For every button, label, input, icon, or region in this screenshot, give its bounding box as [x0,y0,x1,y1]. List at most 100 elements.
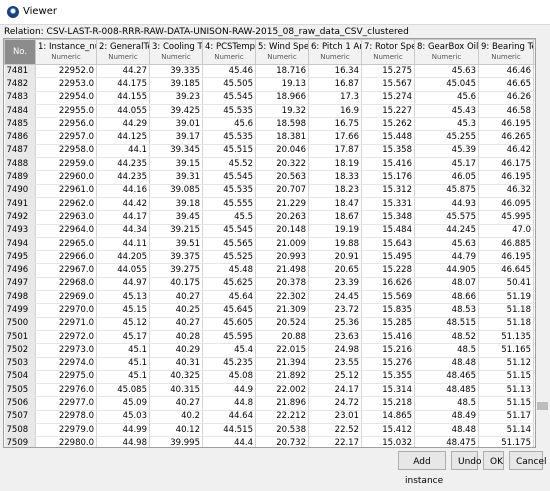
table-cell[interactable]: 45.1 [96,343,150,358]
table-cell[interactable]: 19.13 [255,77,309,92]
table-cell[interactable]: 45.545 [202,170,256,185]
table-cell[interactable]: 18.33 [308,170,362,185]
table-row[interactable]: 7500 22971.0 45.12 40.27 45.605 20.524 25.36 15… [4,317,535,331]
table-cell[interactable]: 40.27 [149,290,203,305]
cluster-cell[interactable]: cluster1 [533,357,535,371]
table-row[interactable]: 7487 22958.0 44.1 39.345 45.515 20.046 17.87 15… [4,144,535,159]
table-row[interactable]: 7481 22952.0 44.27 39.335 45.46 18.716 16.34 15… [4,64,535,79]
table-cell[interactable]: 15.412 [361,423,415,438]
table-cell[interactable]: 44.8 [202,396,256,411]
table-cell[interactable]: 51.17 [478,410,534,425]
row-number-cell[interactable]: 7493 [4,224,36,238]
cluster-cell[interactable]: cluster1 [533,410,535,425]
table-cell[interactable]: 22971.0 [35,317,97,331]
table-cell[interactable]: 22.015 [255,343,309,358]
table-cell[interactable]: 46.175 [478,157,534,172]
table-row[interactable]: 7495 22966.0 44.205 39.375 45.525 20.993 20.91… [4,250,535,265]
cluster-cell[interactable]: cluster0 [533,237,535,252]
row-number-cell[interactable]: 7504 [4,370,36,385]
table-cell[interactable]: 46.42 [478,144,534,159]
table-cell[interactable]: 45.09 [96,396,150,411]
table-cell[interactable]: 19.19 [308,224,362,238]
table-cell[interactable]: 44.97 [96,277,150,292]
table-cell[interactable]: 18.598 [255,117,309,132]
table-cell[interactable]: 22958.0 [35,144,97,159]
table-cell[interactable]: 48.07 [414,277,479,292]
table-cell[interactable]: 19.32 [255,104,309,119]
table-cell[interactable]: 20.378 [255,277,309,292]
table-cell[interactable]: 21.009 [255,237,309,252]
column-header[interactable]: 6: Pitch 1 AngleNumeric [308,39,362,65]
table-cell[interactable]: 15.416 [361,330,415,345]
table-cell[interactable]: 48.52 [414,330,479,345]
table-cell[interactable]: 45.575 [414,210,479,225]
table-cell[interactable]: 45.64 [202,290,256,305]
row-number-cell[interactable]: 7507 [4,410,36,425]
row-number-cell[interactable]: 7500 [4,317,36,331]
table-cell[interactable]: 39.18 [149,197,203,212]
table-cell[interactable]: 22978.0 [35,410,97,425]
table-cell[interactable]: 22969.0 [35,290,97,305]
table-cell[interactable]: 46.58 [478,104,534,119]
row-number-header[interactable]: No. [4,39,36,65]
table-cell[interactable]: 44.235 [96,170,150,185]
table-cell[interactable]: 45.515 [202,144,256,159]
table-cell[interactable]: 40.12 [149,423,203,438]
table-cell[interactable]: 15.358 [361,144,415,159]
table-cell[interactable]: 45.545 [202,91,256,105]
table-cell[interactable]: 44.98 [96,436,150,447]
table-cell[interactable]: 15.312 [361,184,415,198]
row-number-cell[interactable]: 7499 [4,303,36,318]
table-cell[interactable]: 40.27 [149,396,203,411]
table-cell[interactable]: 22967.0 [35,263,97,278]
table-cell[interactable]: 51.165 [478,343,534,358]
table-cell[interactable]: 45.08 [202,370,256,385]
table-cell[interactable]: 46.26 [478,91,534,105]
table-cell[interactable]: 22959.0 [35,157,97,172]
row-number-cell[interactable]: 7494 [4,237,36,252]
table-cell[interactable]: 45.39 [414,144,479,159]
table-cell[interactable]: 22963.0 [35,210,97,225]
row-number-cell[interactable]: 7506 [4,396,36,411]
table-cell[interactable]: 22952.0 [35,64,97,79]
table-cell[interactable]: 45.6 [414,91,479,105]
table-cell[interactable]: 48.515 [414,317,479,331]
table-cell[interactable]: 22.212 [255,410,309,425]
table-cell[interactable]: 39.31 [149,170,203,185]
table-cell[interactable]: 45.03 [96,410,150,425]
row-number-cell[interactable]: 7508 [4,423,36,438]
table-cell[interactable]: 45.6 [202,117,256,132]
cluster-cell[interactable]: cluster1 [533,343,535,358]
table-cell[interactable]: 44.11 [96,237,150,252]
table-cell[interactable]: 44.205 [96,250,150,265]
table-cell[interactable]: 44.79 [414,250,479,265]
table-cell[interactable]: 51.18 [478,317,534,331]
table-cell[interactable]: 45.595 [202,330,256,345]
table-cell[interactable]: 46.265 [478,130,534,145]
table-cell[interactable]: 48.53 [414,303,479,318]
row-number-cell[interactable]: 7509 [4,436,36,447]
row-number-cell[interactable]: 7495 [4,250,36,265]
table-cell[interactable]: 20.707 [255,184,309,198]
table-cell[interactable]: 20.322 [255,157,309,172]
table-cell[interactable]: 44.16 [96,184,150,198]
table-cell[interactable]: 45.1 [96,357,150,371]
table-cell[interactable]: 39.995 [149,436,203,447]
table-cell[interactable]: 50.41 [478,277,534,292]
ok-button[interactable]: OK [483,451,504,470]
cluster-cell[interactable]: cluster0 [533,263,535,278]
table-row[interactable]: 7506 22977.0 45.09 40.27 44.8 21.896 24.72 15.2… [4,396,535,411]
table-cell[interactable]: 45.1 [96,370,150,385]
row-number-cell[interactable]: 7505 [4,383,36,398]
row-number-cell[interactable]: 7481 [4,64,36,79]
table-row[interactable]: 7503 22974.0 45.1 40.31 45.235 21.394 23.55 15.… [4,357,535,371]
table-cell[interactable]: 45.045 [414,77,479,92]
table-cell[interactable]: 51.18 [478,303,534,318]
table-cell[interactable]: 20.538 [255,423,309,438]
table-cell[interactable]: 45.605 [202,317,256,331]
table-cell[interactable]: 44.99 [96,423,150,438]
table-cell[interactable]: 39.085 [149,184,203,198]
table-cell[interactable]: 47.0 [478,224,534,238]
table-cell[interactable]: 46.05 [414,170,479,185]
cluster-cell[interactable]: cluster1 [533,396,535,411]
